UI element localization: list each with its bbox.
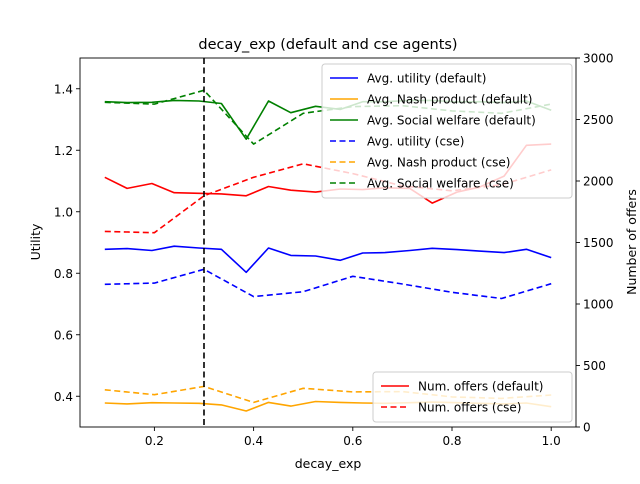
x-axis-label: decay_exp xyxy=(295,456,362,471)
legend-label: Avg. utility (default) xyxy=(367,72,486,86)
y-left-tick-label: 0.4 xyxy=(54,390,73,404)
y-right-tick-label: 3000 xyxy=(583,52,614,66)
y-left-tick-label: 0.6 xyxy=(54,328,73,342)
series-line-avg-utility-cse xyxy=(104,268,552,300)
y-axis-left-label: Utility xyxy=(28,223,43,260)
legend-top-right: Avg. utility (default) Avg. Nash product … xyxy=(321,63,573,199)
x-tick-label: 0.2 xyxy=(145,434,164,448)
legend-label: Num. offers (cse) xyxy=(418,401,522,415)
series-line-avg-utility-default xyxy=(104,245,552,274)
y-axis-right-label: Number of offers xyxy=(624,189,639,295)
x-tick-label: 0.8 xyxy=(442,434,461,448)
x-tick-label: 0.6 xyxy=(343,434,362,448)
series-line-avg-nash-product-cse xyxy=(104,385,552,404)
y-left-tick-label: 1.4 xyxy=(54,82,73,96)
y-left-tick-label: 0.8 xyxy=(54,267,73,281)
y-right-tick-label: 1000 xyxy=(583,298,614,312)
chart-title: decay_exp (default and cse agents) xyxy=(198,37,457,53)
y-right-tick-label: 500 xyxy=(583,359,606,373)
y-right-tick-label: 0 xyxy=(583,421,591,435)
legend-label: Avg. Social welfare (cse) xyxy=(367,177,514,191)
axis-ticks: 0.2 0.4 0.6 0.8 1.0 0.4 0.6 0.8 1.0 1.2 1.4 0 500 100… xyxy=(54,52,614,449)
y-right-tick-label: 2500 xyxy=(583,113,614,127)
x-tick-label: 1.0 xyxy=(542,434,561,448)
legend-label: Avg. Social welfare (default) xyxy=(367,114,536,128)
y-left-tick-label: 1.0 xyxy=(54,205,73,219)
y-right-tick-label: 2000 xyxy=(583,175,614,189)
legend-label: Avg. Nash product (default) xyxy=(367,93,532,107)
legend-box xyxy=(372,371,573,423)
y-left-tick-label: 1.2 xyxy=(54,144,73,158)
legend-box xyxy=(321,63,573,199)
x-tick-label: 0.4 xyxy=(244,434,263,448)
legend-label: Avg. utility (cse) xyxy=(367,135,464,149)
y-right-tick-label: 1500 xyxy=(583,236,614,250)
legend-label: Num. offers (default) xyxy=(418,380,543,394)
legend-bottom-right: Num. offers (default) Num. offers (cse) xyxy=(372,371,573,423)
legend-label: Avg. Nash product (cse) xyxy=(367,156,510,170)
